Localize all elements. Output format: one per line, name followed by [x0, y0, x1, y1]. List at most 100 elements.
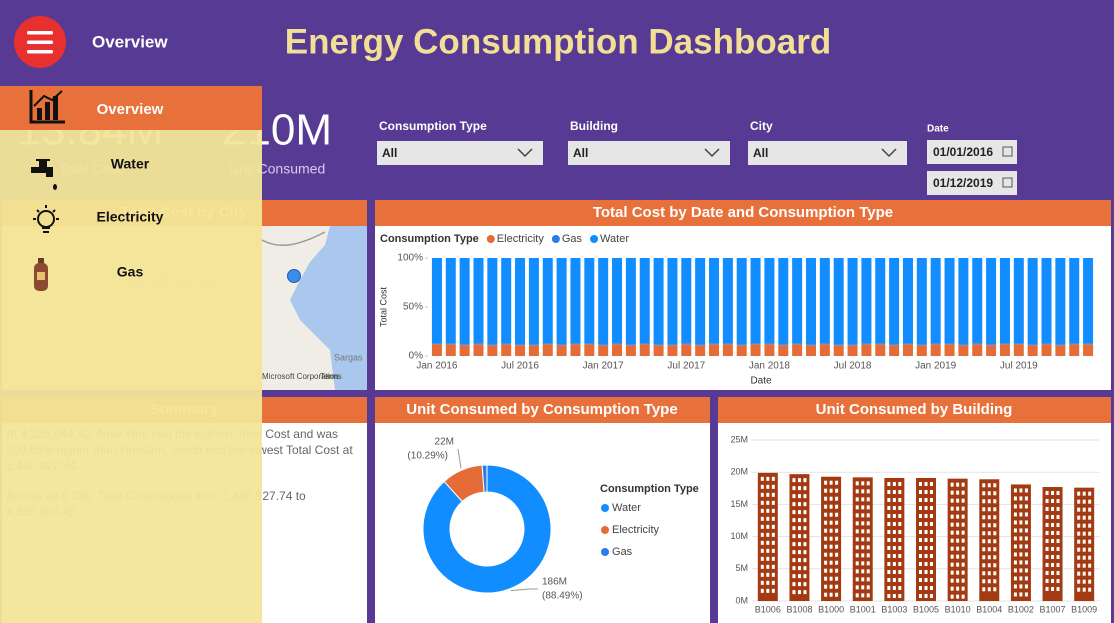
window — [987, 539, 991, 544]
window — [919, 569, 922, 574]
window — [1056, 531, 1060, 536]
window — [1024, 544, 1028, 549]
bar-segment — [833, 345, 844, 356]
x-tick-label: B1009 — [1071, 604, 1097, 614]
window — [760, 572, 764, 577]
x-tick-label: B1005 — [913, 604, 939, 614]
filter-dropdown[interactable]: All — [377, 141, 543, 165]
nav-item[interactable]: Electricity — [33, 205, 164, 233]
chevron — [881, 148, 897, 158]
window — [930, 553, 933, 558]
bar-segment — [902, 258, 913, 344]
window — [803, 582, 807, 587]
page-name: Overview — [92, 32, 168, 51]
window — [1013, 544, 1017, 549]
window — [919, 489, 922, 494]
window — [861, 521, 865, 526]
bar-segment — [667, 258, 678, 345]
filter-dropdown[interactable]: All — [568, 141, 730, 165]
window — [987, 587, 991, 592]
window — [797, 510, 801, 515]
window — [892, 537, 896, 542]
bar-segment — [459, 258, 470, 345]
bar-segment — [792, 258, 803, 344]
window — [887, 529, 891, 534]
bar-segment — [750, 258, 761, 344]
attribution: Terms — [320, 372, 342, 381]
window — [760, 508, 764, 513]
window — [1077, 515, 1081, 520]
window — [956, 530, 960, 535]
window — [771, 484, 775, 489]
window — [993, 587, 997, 592]
window — [803, 526, 807, 531]
bar-segment — [986, 345, 997, 356]
bar-segment — [902, 344, 913, 356]
window — [1045, 563, 1049, 568]
nav-item[interactable]: Water — [31, 156, 150, 190]
window — [961, 538, 965, 543]
window — [924, 585, 928, 590]
window — [855, 537, 859, 542]
legend-label: Gas — [612, 546, 633, 558]
date-start-text: 01/01/2016 — [933, 145, 993, 159]
bar-segment — [445, 344, 456, 356]
window — [1056, 539, 1060, 544]
window — [766, 532, 770, 537]
date-start[interactable]: 01/01/2016 — [927, 140, 1017, 164]
window — [950, 570, 954, 575]
window — [930, 585, 933, 590]
window — [956, 554, 960, 559]
window — [771, 556, 775, 561]
nav-item[interactable]: Overview — [29, 90, 164, 124]
bar-segment — [986, 258, 997, 345]
window — [797, 526, 801, 531]
window — [961, 514, 965, 519]
bar-segment — [542, 344, 553, 356]
menu-button[interactable] — [14, 16, 66, 68]
window — [766, 548, 770, 553]
window — [760, 564, 764, 569]
window — [1024, 560, 1028, 565]
window — [866, 537, 870, 542]
window — [887, 553, 891, 558]
window — [950, 506, 954, 511]
window — [792, 494, 796, 499]
window — [956, 578, 960, 583]
x-axis-label: Date — [750, 376, 772, 387]
nav-item[interactable]: Gas — [34, 258, 143, 291]
window — [824, 560, 828, 565]
window — [887, 545, 891, 550]
date-end[interactable]: 01/12/2019 — [927, 171, 1017, 195]
window — [829, 584, 833, 589]
window — [987, 491, 991, 496]
window — [1082, 587, 1086, 592]
window — [993, 539, 997, 544]
window — [835, 512, 839, 517]
window — [766, 540, 770, 545]
window — [898, 593, 902, 598]
window — [1019, 504, 1023, 509]
window — [930, 497, 933, 502]
window — [803, 566, 807, 571]
bar-segment — [847, 345, 858, 356]
bar-segment — [944, 343, 955, 345]
window — [950, 586, 954, 591]
window — [1045, 531, 1049, 536]
map-bubble[interactable] — [287, 269, 301, 283]
window — [1051, 587, 1055, 592]
bar-segment — [889, 345, 900, 356]
window — [887, 481, 891, 486]
window — [1082, 515, 1086, 520]
chevron — [704, 148, 720, 158]
window — [987, 555, 991, 560]
window — [982, 491, 986, 496]
window — [930, 529, 933, 534]
filter-dropdown[interactable]: All — [748, 141, 907, 165]
window — [892, 521, 896, 526]
window — [961, 594, 965, 599]
window — [760, 476, 764, 481]
bar-segment — [473, 344, 484, 356]
bar-segment — [833, 258, 844, 345]
